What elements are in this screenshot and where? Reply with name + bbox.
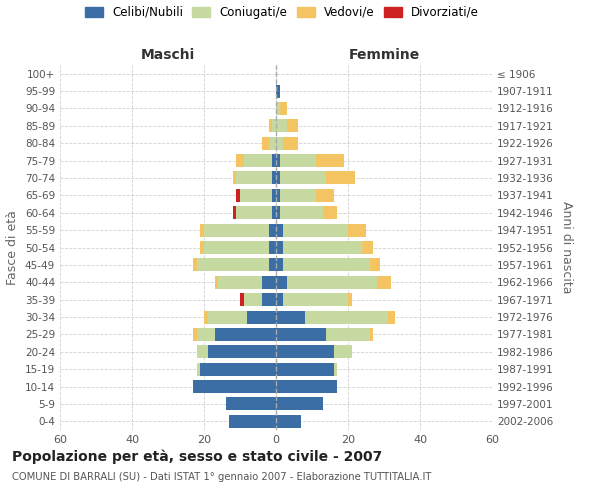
Bar — [280, 154, 316, 167]
Bar — [208, 346, 276, 358]
Bar — [229, 415, 276, 428]
Bar — [197, 328, 215, 341]
Bar — [276, 362, 334, 376]
Bar — [276, 120, 287, 132]
Bar — [276, 224, 283, 236]
Bar — [200, 362, 276, 376]
Bar — [247, 310, 276, 324]
Bar — [276, 154, 280, 167]
Bar — [280, 206, 323, 220]
Bar — [276, 293, 283, 306]
Bar — [276, 136, 283, 149]
Bar — [236, 154, 244, 167]
Bar — [283, 293, 348, 306]
Bar — [305, 310, 388, 324]
Bar — [280, 102, 287, 115]
Bar — [276, 380, 337, 393]
Bar — [276, 310, 305, 324]
Bar — [269, 241, 276, 254]
Bar — [370, 258, 380, 272]
Bar — [348, 293, 352, 306]
Bar — [377, 276, 391, 289]
Bar — [276, 172, 280, 184]
Text: Popolazione per età, sesso e stato civile - 2007: Popolazione per età, sesso e stato civil… — [12, 450, 382, 464]
Bar — [316, 154, 344, 167]
Bar — [323, 206, 337, 220]
Bar — [276, 189, 280, 202]
Bar — [326, 172, 355, 184]
Bar — [348, 224, 366, 236]
Text: COMUNE DI BARRALI (SU) - Dati ISTAT 1° gennaio 2007 - Elaborazione TUTTITALIA.IT: COMUNE DI BARRALI (SU) - Dati ISTAT 1° g… — [12, 472, 431, 482]
Bar — [197, 346, 208, 358]
Bar — [276, 276, 287, 289]
Bar — [287, 120, 298, 132]
Bar — [193, 380, 276, 393]
Bar — [226, 398, 276, 410]
Bar — [233, 206, 236, 220]
Bar — [269, 136, 276, 149]
Bar — [236, 189, 240, 202]
Bar — [283, 241, 362, 254]
Bar — [208, 310, 247, 324]
Bar — [204, 241, 269, 254]
Legend: Celibi/Nubili, Coniugati/e, Vedovi/e, Divorziati/e: Celibi/Nubili, Coniugati/e, Vedovi/e, Di… — [85, 6, 479, 19]
Bar — [272, 172, 276, 184]
Bar — [193, 328, 197, 341]
Bar — [262, 293, 276, 306]
Bar — [334, 346, 352, 358]
Bar — [283, 258, 370, 272]
Bar — [276, 415, 301, 428]
Bar — [276, 84, 280, 98]
Bar — [269, 120, 272, 132]
Bar — [276, 241, 283, 254]
Bar — [276, 328, 326, 341]
Bar — [326, 328, 370, 341]
Text: Maschi: Maschi — [141, 48, 195, 62]
Bar — [218, 276, 262, 289]
Bar — [276, 102, 280, 115]
Bar — [272, 189, 276, 202]
Bar — [370, 328, 373, 341]
Bar — [280, 189, 316, 202]
Bar — [240, 293, 244, 306]
Bar — [272, 206, 276, 220]
Bar — [240, 189, 272, 202]
Bar — [236, 206, 272, 220]
Bar — [204, 224, 269, 236]
Y-axis label: Fasce di età: Fasce di età — [7, 210, 19, 285]
Bar — [200, 241, 204, 254]
Bar — [269, 224, 276, 236]
Bar — [215, 276, 218, 289]
Bar — [204, 310, 208, 324]
Bar — [276, 206, 280, 220]
Bar — [197, 258, 269, 272]
Bar — [236, 172, 272, 184]
Bar — [269, 258, 276, 272]
Bar — [200, 224, 204, 236]
Bar — [262, 276, 276, 289]
Bar — [272, 120, 276, 132]
Bar — [280, 172, 326, 184]
Bar — [197, 362, 200, 376]
Bar — [283, 136, 298, 149]
Bar — [276, 346, 334, 358]
Bar — [215, 328, 276, 341]
Bar — [193, 258, 197, 272]
Bar — [233, 172, 236, 184]
Bar — [316, 189, 334, 202]
Bar — [388, 310, 395, 324]
Bar — [272, 154, 276, 167]
Text: Femmine: Femmine — [349, 48, 419, 62]
Bar — [244, 154, 272, 167]
Bar — [262, 136, 269, 149]
Bar — [362, 241, 373, 254]
Bar — [283, 224, 348, 236]
Y-axis label: Anni di nascita: Anni di nascita — [560, 201, 573, 294]
Bar — [244, 293, 262, 306]
Bar — [276, 398, 323, 410]
Bar — [276, 258, 283, 272]
Bar — [334, 362, 337, 376]
Bar — [287, 276, 377, 289]
